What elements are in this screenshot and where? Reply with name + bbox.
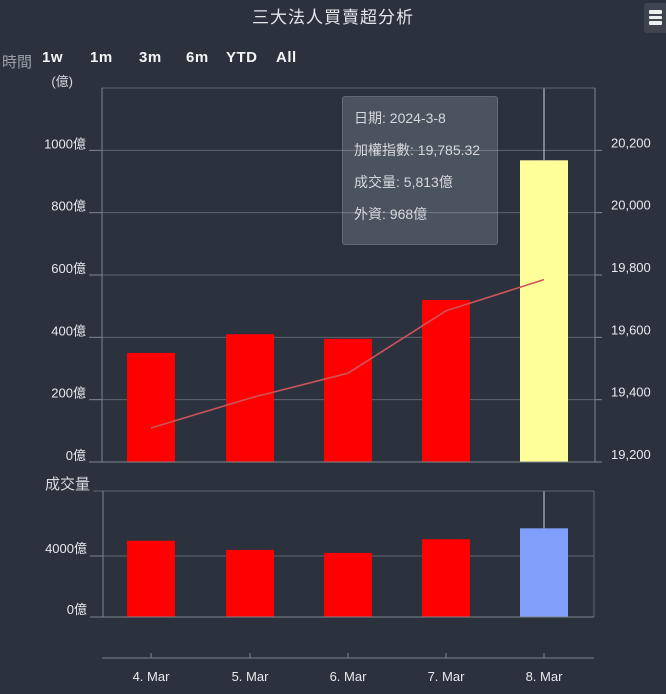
x-axis-label-5-mar: 5. Mar — [232, 669, 270, 684]
range-button-3m[interactable]: 3m — [139, 49, 162, 66]
index-axis-tick-label: 19,600 — [611, 322, 651, 337]
volume-axis-tick-label: 0億 — [67, 602, 87, 617]
tooltip: 日期: 2024-3-8 加權指數: 19,785.32 成交量: 5,813億… — [342, 96, 498, 245]
x-axis-label-8-mar: 8. Mar — [526, 669, 564, 684]
y-axis-tick-label: 1000億 — [44, 136, 86, 151]
index-axis-tick-label: 19,400 — [611, 385, 651, 400]
volume-bar-5-mar[interactable] — [226, 549, 274, 617]
range-selector-label: 時間 — [2, 54, 33, 71]
netbuy-bar-8-mar[interactable] — [520, 160, 568, 462]
context-menu-button[interactable] — [644, 3, 666, 33]
index-axis-tick-label: 20,000 — [611, 198, 651, 213]
y-axis-tick-label: 400億 — [51, 323, 86, 338]
tooltip-index-row: 加權指數: 19,785.32 — [354, 142, 481, 158]
range-button-6m[interactable]: 6m — [186, 49, 209, 66]
index-axis-tick-label: 20,200 — [611, 135, 651, 150]
x-axis-label-6-mar: 6. Mar — [330, 669, 368, 684]
range-button-ytd[interactable]: YTD — [226, 49, 258, 66]
y-axis-title: (億) — [51, 74, 73, 89]
volume-bar-6-mar[interactable] — [324, 552, 372, 617]
tooltip-foreign-row: 外資: 968億 — [354, 206, 428, 222]
tooltip-volume-row: 成交量: 5,813億 — [354, 174, 453, 190]
netbuy-bar-6-mar[interactable] — [324, 338, 372, 462]
page-title: 三大法人買賣超分析 — [252, 8, 414, 27]
y-axis-tick-label: 800億 — [51, 199, 86, 214]
volume-bar-7-mar[interactable] — [422, 539, 470, 617]
range-button-1w[interactable]: 1w — [42, 49, 64, 66]
range-button-all[interactable]: All — [276, 49, 297, 66]
volume-chart-title: 成交量 — [45, 475, 90, 493]
tooltip-date-row: 日期: 2024-3-8 — [354, 110, 446, 126]
x-axis-label-7-mar: 7. Mar — [428, 669, 466, 684]
index-axis-tick-label: 19,800 — [611, 260, 651, 275]
volume-bar-4-mar[interactable] — [127, 540, 175, 617]
y-axis-tick-label: 0億 — [66, 448, 86, 463]
y-axis-tick-label: 200億 — [51, 386, 86, 401]
volume-bar-8-mar[interactable] — [520, 528, 568, 617]
netbuy-bar-7-mar[interactable] — [422, 299, 470, 462]
x-axis-label-4-mar: 4. Mar — [133, 669, 171, 684]
volume-axis-tick-label: 4000億 — [45, 541, 87, 556]
weighted-index-line[interactable] — [150, 278, 545, 429]
index-axis-tick-label: 19,200 — [611, 447, 651, 462]
netbuy-bar-4-mar[interactable] — [127, 352, 175, 462]
y-axis-tick-label: 600億 — [51, 261, 86, 276]
range-button-1m[interactable]: 1m — [90, 49, 113, 66]
